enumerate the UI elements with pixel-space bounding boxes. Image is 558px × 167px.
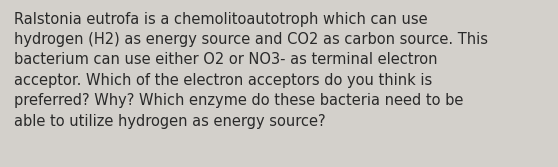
Text: Ralstonia eutrofa is a chemolitoautotroph which can use
hydrogen (H2) as energy : Ralstonia eutrofa is a chemolitoautotrop…: [14, 12, 488, 129]
